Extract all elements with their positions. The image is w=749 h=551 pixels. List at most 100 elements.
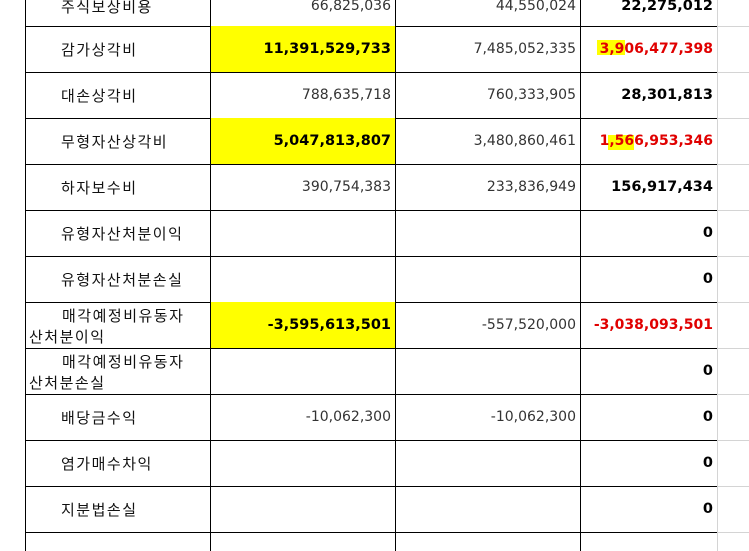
table-row: 무형자산상각비 5,047,813,807 3,480,860,461 1,56… — [0, 118, 749, 164]
empty-cell[interactable] — [717, 302, 749, 348]
account-label[interactable]: 지분법손실 — [25, 486, 210, 532]
current-amount[interactable] — [395, 486, 580, 532]
row-divider — [717, 72, 749, 73]
account-label-line1: 매각예정비유동자 — [62, 353, 185, 371]
difference-amount[interactable]: 0 — [580, 440, 717, 486]
prior-amount[interactable] — [210, 256, 395, 302]
table-row: 하자보수비 390,754,383 233,836,949 156,917,43… — [0, 164, 749, 210]
row-header-cell[interactable] — [0, 26, 25, 72]
current-amount[interactable]: 233,836,949 — [395, 164, 580, 210]
difference-amount[interactable]: 156,917,434 — [580, 164, 717, 210]
current-amount[interactable] — [395, 440, 580, 486]
row-divider — [717, 118, 749, 119]
row-header-cell[interactable] — [0, 532, 25, 551]
partial-highlight — [608, 135, 634, 150]
row-divider — [717, 302, 749, 303]
current-amount[interactable]: 44,550,024 — [395, 0, 580, 26]
table-row: 배당금수익 -10,062,300 -10,062,300 0 — [0, 394, 749, 440]
current-amount[interactable] — [395, 210, 580, 256]
row-header-cell[interactable] — [0, 164, 25, 210]
empty-cell[interactable] — [717, 72, 749, 118]
account-label[interactable]: 매각예정비유동자 산처분손실 — [25, 348, 210, 394]
account-label[interactable]: 감가상각비 — [25, 26, 210, 72]
current-amount[interactable]: -557,520,000 — [395, 302, 580, 348]
prior-amount[interactable]: -10,062,300 — [210, 394, 395, 440]
table-row: 유형자산처분이익 0 — [0, 210, 749, 256]
account-label[interactable]: 하자보수비 — [25, 164, 210, 210]
difference-amount[interactable] — [580, 532, 717, 551]
row-divider — [25, 532, 717, 533]
row-divider — [717, 348, 749, 349]
difference-amount[interactable]: 22,275,012 — [580, 0, 717, 26]
row-header-cell[interactable] — [0, 72, 25, 118]
current-amount[interactable] — [395, 256, 580, 302]
table-row: 유형자산처분손실 0 — [0, 256, 749, 302]
empty-cell[interactable] — [717, 532, 749, 551]
current-amount[interactable] — [395, 532, 580, 551]
account-label[interactable]: 배당금수익 — [25, 394, 210, 440]
row-divider — [25, 394, 717, 395]
empty-cell[interactable] — [717, 440, 749, 486]
current-amount[interactable]: 760,333,905 — [395, 72, 580, 118]
prior-amount[interactable] — [210, 348, 395, 394]
row-header-cell[interactable] — [0, 210, 25, 256]
prior-amount[interactable]: 11,391,529,733 — [210, 26, 395, 72]
empty-cell[interactable] — [717, 26, 749, 72]
difference-amount[interactable]: 0 — [580, 348, 717, 394]
row-divider — [717, 210, 749, 211]
current-amount[interactable]: -10,062,300 — [395, 394, 580, 440]
difference-amount[interactable]: 0 — [580, 486, 717, 532]
row-header-cell[interactable] — [0, 348, 25, 394]
account-label[interactable]: 무형자산상각비 — [25, 118, 210, 164]
prior-amount[interactable] — [210, 440, 395, 486]
prior-amount[interactable]: 788,635,718 — [210, 72, 395, 118]
row-header-cell[interactable] — [0, 0, 25, 26]
row-divider — [25, 210, 717, 211]
current-amount[interactable]: 7,485,052,335 — [395, 26, 580, 72]
prior-amount[interactable] — [210, 486, 395, 532]
current-amount[interactable] — [395, 348, 580, 394]
row-divider — [717, 26, 749, 27]
row-header-cell[interactable] — [0, 394, 25, 440]
row-header-cell[interactable] — [0, 440, 25, 486]
difference-amount[interactable]: 0 — [580, 210, 717, 256]
row-header-cell[interactable] — [0, 118, 25, 164]
empty-cell[interactable] — [717, 164, 749, 210]
row-divider — [25, 256, 717, 257]
row-header-cell[interactable] — [0, 256, 25, 302]
prior-amount[interactable]: 390,754,383 — [210, 164, 395, 210]
difference-amount[interactable]: 28,301,813 — [580, 72, 717, 118]
prior-amount[interactable]: 66,825,036 — [210, 0, 395, 26]
prior-amount[interactable]: 5,047,813,807 — [210, 118, 395, 164]
empty-cell[interactable] — [717, 256, 749, 302]
empty-cell[interactable] — [717, 348, 749, 394]
table-row: 주식보상비용 66,825,036 44,550,024 22,275,012 — [0, 0, 749, 26]
account-label[interactable]: 주식보상비용 — [25, 0, 210, 26]
row-header-cell[interactable] — [0, 486, 25, 532]
difference-cell[interactable]: 3,906,477,398 — [580, 26, 717, 72]
difference-cell[interactable]: 1,566,953,346 — [580, 118, 717, 164]
empty-cell[interactable] — [717, 394, 749, 440]
empty-cell[interactable] — [717, 0, 749, 26]
account-label[interactable]: 매각예정비유동자 산처분이익 — [25, 302, 210, 348]
row-divider — [25, 72, 717, 73]
row-header-cell[interactable] — [0, 302, 25, 348]
current-amount[interactable]: 3,480,860,461 — [395, 118, 580, 164]
prior-amount[interactable] — [210, 210, 395, 256]
empty-cell[interactable] — [717, 118, 749, 164]
account-label[interactable]: 대손상각비 — [25, 72, 210, 118]
row-divider — [25, 440, 717, 441]
prior-amount[interactable]: -3,595,613,501 — [210, 302, 395, 348]
empty-cell[interactable] — [717, 210, 749, 256]
difference-amount[interactable]: 0 — [580, 256, 717, 302]
prior-amount[interactable] — [210, 532, 395, 551]
account-label[interactable]: 염가매수차익 — [25, 440, 210, 486]
difference-amount[interactable]: 0 — [580, 394, 717, 440]
empty-cell[interactable] — [717, 486, 749, 532]
account-label[interactable]: 유형자산처분손실 — [25, 256, 210, 302]
difference-amount[interactable]: -3,038,093,501 — [580, 302, 717, 348]
account-label[interactable]: 유형자산처분이익 — [25, 210, 210, 256]
account-label[interactable] — [25, 532, 210, 551]
account-label-line2: 산처분이익 — [29, 328, 106, 346]
difference-amount: 3,906,477,398 — [599, 41, 713, 57]
